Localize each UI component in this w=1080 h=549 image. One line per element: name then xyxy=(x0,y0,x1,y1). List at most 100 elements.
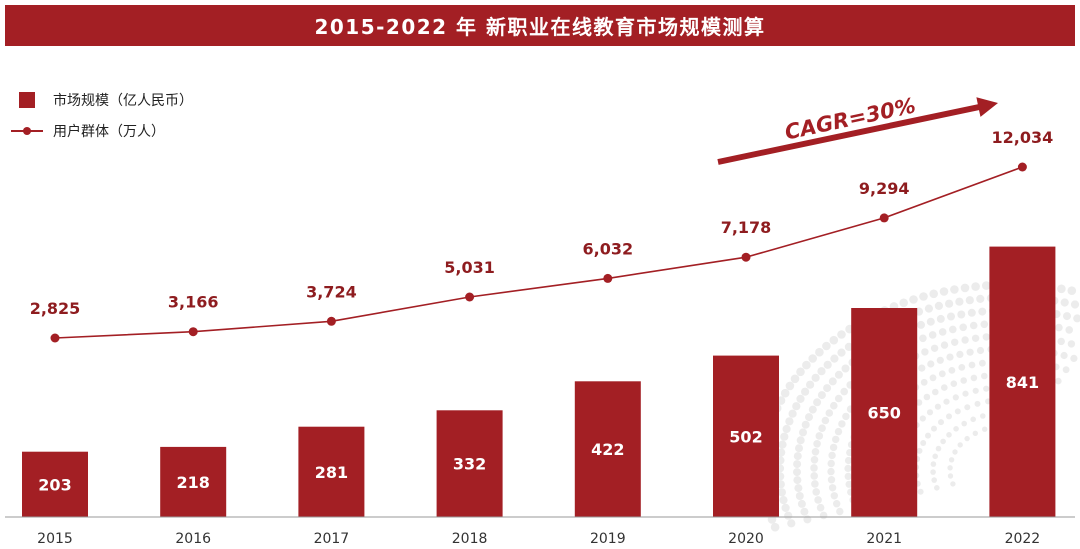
bar xyxy=(574,381,641,517)
line-point xyxy=(741,252,751,262)
decor-dot xyxy=(815,432,824,440)
decor-dot xyxy=(844,456,853,465)
decor-dot xyxy=(821,416,830,425)
decor-dot xyxy=(982,281,991,290)
decor-dot xyxy=(956,350,964,358)
chart-title-bar: 2015-2022 年 新职业在线教育市场规模测算 xyxy=(5,5,1075,46)
decor-dot xyxy=(967,308,976,317)
decor-dot xyxy=(925,432,931,439)
bar-series: 203 218 281 332 422 502 650 841 xyxy=(22,246,1056,517)
decor-dot xyxy=(938,328,947,336)
decor-dot xyxy=(823,384,832,393)
decor-dot xyxy=(980,413,986,419)
line-point xyxy=(1017,162,1027,172)
decor-dot xyxy=(793,460,802,469)
decor-dot xyxy=(916,447,923,454)
decor-dot xyxy=(979,359,986,367)
decor-dot xyxy=(806,380,815,389)
decor-dot xyxy=(1060,298,1069,307)
decor-dot xyxy=(780,388,790,398)
chart-title: 2015-2022 年 新职业在线教育市场规模测算 xyxy=(314,15,766,39)
decor-dot xyxy=(961,336,969,344)
decor-dot xyxy=(938,419,944,426)
decor-dot xyxy=(832,435,840,444)
decor-dot xyxy=(970,374,978,382)
decor-dot xyxy=(947,312,955,321)
decor-dot xyxy=(810,472,818,480)
decor-dot xyxy=(976,346,985,355)
line-value-label: 7,178 xyxy=(721,218,772,237)
decor-dot xyxy=(845,480,853,488)
decor-dot xyxy=(939,287,949,296)
decor-dot xyxy=(1063,312,1071,321)
decor-dot xyxy=(946,413,952,420)
decor-dot xyxy=(952,449,958,455)
decor-dot xyxy=(805,413,813,422)
decor-dot xyxy=(802,360,811,370)
decor-dot xyxy=(954,408,961,415)
decor-dot xyxy=(794,484,803,493)
decor-dot xyxy=(793,452,802,461)
decor-dot xyxy=(792,402,801,411)
decor-dot xyxy=(1057,284,1066,294)
decor-dot xyxy=(953,426,959,432)
decor-dot xyxy=(981,372,988,380)
decor-dot xyxy=(829,335,839,345)
decor-dot xyxy=(810,456,819,464)
decor-dot xyxy=(828,484,837,492)
decor-dot xyxy=(934,403,942,410)
decor-dot xyxy=(844,464,852,472)
bar-value-label: 502 xyxy=(729,427,762,446)
decor-dot xyxy=(965,296,974,305)
decor-dot xyxy=(936,356,944,364)
decor-dot xyxy=(796,436,805,445)
decor-dot xyxy=(960,283,970,293)
line-point xyxy=(465,292,475,302)
decor-dot xyxy=(955,297,964,306)
decor-dot xyxy=(959,323,967,332)
decor-dot xyxy=(815,347,824,357)
decor-dot xyxy=(793,468,801,477)
decor-dot xyxy=(830,354,839,363)
decor-dot xyxy=(838,420,846,428)
decor-dot xyxy=(828,451,836,460)
decor-dot xyxy=(976,294,985,303)
decor-dot xyxy=(1062,366,1070,374)
decor-dot xyxy=(919,415,926,422)
decor-dot xyxy=(799,428,807,437)
decor-dot xyxy=(813,440,821,448)
decor-dot xyxy=(934,301,944,310)
decor-dot xyxy=(793,476,802,485)
decor-dot xyxy=(926,409,934,416)
decor-dot xyxy=(834,427,843,436)
decor-dot xyxy=(924,304,934,313)
decor-dot xyxy=(841,364,850,373)
decor-dot xyxy=(837,348,846,357)
line-value-label: 3,166 xyxy=(168,293,219,312)
decor-dot xyxy=(1055,323,1063,332)
decor-dot xyxy=(919,292,928,301)
decor-dot xyxy=(813,398,822,407)
bar-value-label: 422 xyxy=(591,440,624,459)
decor-dot xyxy=(964,404,971,411)
decor-dot xyxy=(1055,377,1062,385)
decor-dot xyxy=(927,360,935,368)
decor-dot xyxy=(795,492,804,500)
bar-value-label: 841 xyxy=(1006,373,1039,392)
decor-dot xyxy=(785,417,794,426)
legend-bar-label: 市场规模（亿人民币） xyxy=(53,93,193,109)
decor-dot xyxy=(947,465,953,471)
decor-dot xyxy=(777,488,787,497)
decor-dot xyxy=(909,295,918,304)
line-value-label: 2,825 xyxy=(30,299,81,318)
decor-dot xyxy=(931,425,937,432)
decor-dot xyxy=(817,391,826,400)
decor-dot xyxy=(936,314,945,323)
decor-dot xyxy=(970,416,976,423)
decor-dot xyxy=(811,480,819,488)
line-point xyxy=(879,213,889,223)
decor-dot xyxy=(957,442,963,448)
x-tick-label: 2018 xyxy=(452,531,488,547)
decor-dot xyxy=(964,435,970,442)
decor-dot xyxy=(972,387,979,394)
